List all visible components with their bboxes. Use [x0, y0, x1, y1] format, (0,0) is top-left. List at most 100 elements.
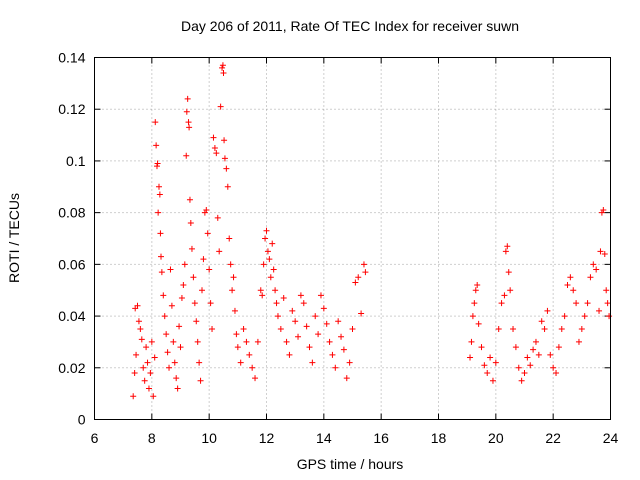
- data-point: [495, 326, 502, 332]
- data-point: [561, 313, 568, 320]
- data-point: [233, 331, 240, 338]
- data-point: [518, 377, 525, 384]
- data-point: [183, 152, 190, 159]
- data-point: [171, 359, 178, 366]
- data-point: [213, 150, 220, 157]
- data-point: [262, 235, 269, 242]
- data-point: [272, 287, 279, 294]
- data-point: [478, 344, 485, 351]
- data-point: [469, 313, 476, 320]
- data-point: [206, 266, 213, 273]
- data-point: [487, 354, 494, 361]
- data-point: [152, 119, 159, 126]
- data-point: [596, 307, 603, 314]
- data-point: [221, 155, 228, 162]
- data-point: [184, 95, 191, 102]
- data-point: [156, 183, 162, 190]
- data-point: [581, 313, 588, 320]
- data-point: [273, 300, 280, 307]
- data-point: [502, 248, 509, 255]
- data-point: [530, 346, 537, 353]
- data-point: [467, 354, 474, 361]
- data-point: [269, 240, 276, 247]
- data-point: [151, 354, 158, 361]
- data-point: [264, 248, 271, 255]
- data-point: [544, 307, 551, 314]
- grid-lines: [94, 57, 611, 420]
- data-point: [317, 292, 324, 299]
- data-point: [173, 375, 180, 382]
- data-point: [220, 70, 227, 77]
- data-point: [178, 294, 185, 301]
- data-point: [180, 282, 187, 289]
- data-point: [471, 300, 478, 307]
- data-point: [150, 393, 157, 400]
- data-point: [340, 346, 347, 353]
- data-point: [510, 326, 517, 332]
- y-tick-labels: 0 0.02 0.04 0.06 0.08 0.1 0.12 0.14: [58, 50, 85, 428]
- x-tick-label: 22: [545, 430, 561, 446]
- data-point: [481, 362, 488, 369]
- y-tick-label: 0.1: [66, 153, 86, 169]
- data-point: [306, 344, 313, 351]
- data-point: [140, 364, 147, 371]
- data-point: [166, 364, 173, 371]
- data-point: [191, 300, 198, 307]
- data-point: [360, 261, 367, 268]
- data-point: [246, 351, 253, 358]
- data-point: [219, 62, 226, 69]
- data-point: [194, 338, 201, 345]
- data-point: [604, 300, 611, 307]
- data-point: [160, 292, 167, 299]
- data-point: [137, 326, 144, 332]
- x-tick-label: 24: [603, 430, 619, 446]
- data-point: [598, 209, 605, 216]
- data-point: [335, 318, 342, 325]
- data-point: [309, 359, 316, 366]
- y-tick-label: 0.08: [58, 205, 85, 221]
- data-points: [130, 62, 613, 400]
- x-tick-label: 12: [259, 430, 275, 446]
- data-point: [584, 300, 591, 307]
- data-point: [204, 230, 211, 237]
- data-point: [197, 377, 204, 384]
- data-point: [346, 359, 353, 366]
- data-point: [280, 294, 287, 301]
- data-point: [183, 108, 190, 115]
- data-point: [158, 269, 165, 276]
- data-point: [231, 307, 238, 314]
- data-point: [186, 124, 193, 131]
- data-point: [274, 313, 281, 320]
- data-point: [558, 326, 565, 332]
- data-point: [185, 119, 192, 126]
- data-point: [289, 307, 296, 314]
- data-point: [575, 338, 582, 345]
- data-point: [606, 313, 613, 320]
- data-point: [343, 375, 350, 382]
- data-point: [229, 287, 236, 294]
- data-point: [505, 269, 512, 276]
- data-point: [297, 292, 304, 299]
- data-point: [266, 256, 273, 263]
- data-point: [224, 183, 231, 190]
- chart-title: Day 206 of 2011, Rate Of TEC Index for r…: [181, 18, 519, 34]
- data-point: [234, 344, 241, 351]
- data-point: [489, 377, 496, 384]
- data-point: [521, 369, 528, 376]
- data-point: [475, 320, 482, 327]
- data-point: [303, 323, 310, 330]
- x-tick-label: 20: [488, 430, 504, 446]
- data-point: [535, 351, 542, 358]
- y-tick-label: 0.14: [58, 50, 85, 66]
- data-point: [578, 326, 585, 332]
- data-point: [210, 134, 217, 141]
- y-axis-label: ROTI / TECUs: [6, 193, 22, 283]
- data-point: [156, 191, 163, 198]
- data-point: [147, 369, 154, 376]
- data-point: [570, 287, 577, 294]
- data-point: [355, 274, 362, 281]
- data-point: [221, 137, 228, 144]
- data-point: [163, 331, 170, 338]
- data-point: [145, 385, 152, 392]
- data-point: [555, 344, 562, 351]
